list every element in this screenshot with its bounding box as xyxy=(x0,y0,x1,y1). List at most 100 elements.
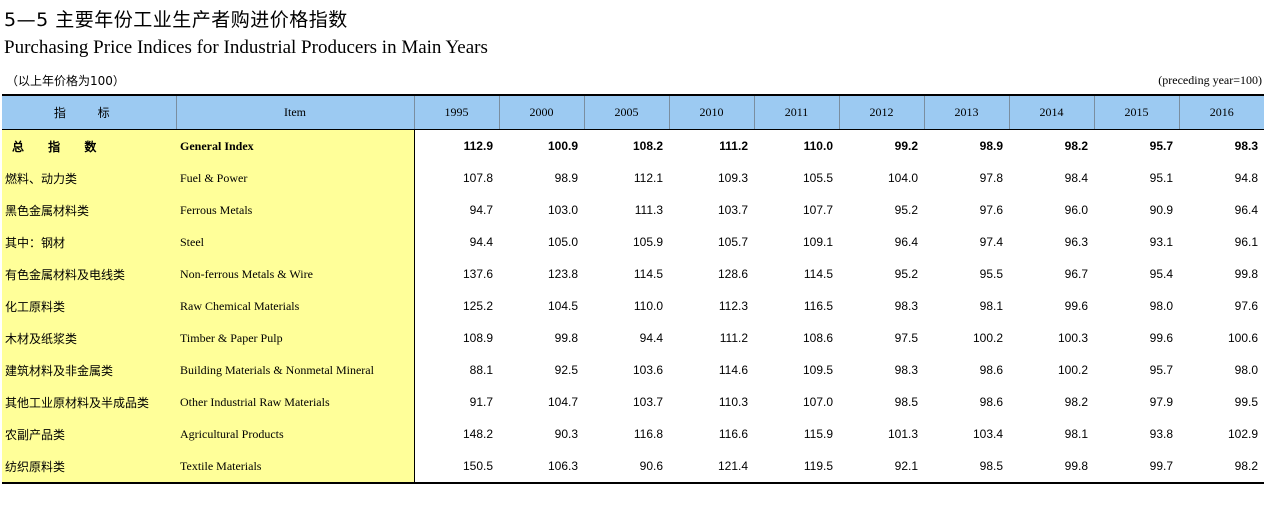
value-cell: 104.5 xyxy=(547,299,578,313)
value-cell: 111.3 xyxy=(634,203,663,217)
value-cell: 103.6 xyxy=(632,363,663,377)
row-label-cn: 木材及纸浆类 xyxy=(2,322,176,354)
value-cell: 100.3 xyxy=(1057,331,1088,345)
header-year: 2011 xyxy=(753,94,839,130)
header-year: 2016 xyxy=(1178,94,1264,130)
value-cell: 97.5 xyxy=(894,331,918,345)
row-label-en: Other Industrial Raw Materials xyxy=(176,386,415,418)
value-cell: 112.3 xyxy=(718,299,748,313)
value-cell: 107.7 xyxy=(802,203,833,217)
value-cell: 128.6 xyxy=(717,267,748,281)
value-cell: 123.8 xyxy=(547,267,578,281)
header-item-en: Item xyxy=(175,94,414,130)
value-cell: 137.6 xyxy=(462,267,493,281)
value-cell: 99.7 xyxy=(1094,450,1179,484)
value-cell: 102.9 xyxy=(1227,427,1258,441)
header-year: 2015 xyxy=(1093,94,1179,130)
row-label-en: Non-ferrous Metals & Wire xyxy=(176,258,415,290)
value-cell: 108.2 xyxy=(632,139,663,153)
value-cell: 101.3 xyxy=(887,427,918,441)
header-year: 2000 xyxy=(498,94,584,130)
table-row: 木材及纸浆类 Timber & Paper Pulp 108.9 99.8 94.4 11… xyxy=(2,322,1264,354)
value-cell: 110.3 xyxy=(718,395,748,409)
value-cell: 98.9 xyxy=(554,171,578,185)
header-year: 1995 xyxy=(413,94,499,130)
value-cell: 109.3 xyxy=(717,171,748,185)
table-row: 总 指 数 General Index 112.9 100.9 108.2 111.2 11… xyxy=(2,129,1264,162)
row-label-cn: 建筑材料及非金属类 xyxy=(2,354,176,386)
value-cell: 92.5 xyxy=(554,363,578,377)
row-label-en: Textile Materials xyxy=(176,450,415,484)
value-cell: 100.9 xyxy=(547,139,578,153)
value-cell: 98.1 xyxy=(1064,427,1088,441)
value-cell: 114.5 xyxy=(633,267,663,281)
table-row: 建筑材料及非金属类 Building Materials & Nonmetal M… xyxy=(2,354,1264,386)
row-label-en: Raw Chemical Materials xyxy=(176,290,415,322)
value-cell: 98.4 xyxy=(1064,171,1088,185)
value-cell: 98.6 xyxy=(979,395,1003,409)
header-year: 2005 xyxy=(583,94,669,130)
value-cell: 90.9 xyxy=(1149,203,1173,217)
row-label-en: Building Materials & Nonmetal Mineral xyxy=(176,354,415,386)
value-cell: 105.0 xyxy=(547,235,578,249)
value-cell: 125.2 xyxy=(462,299,493,313)
row-label-cn: 有色金属材料及电线类 xyxy=(2,258,176,290)
value-cell: 116.8 xyxy=(633,427,663,441)
value-cell: 97.4 xyxy=(979,235,1003,249)
value-cell: 97.9 xyxy=(1149,395,1173,409)
value-cell: 98.3 xyxy=(894,299,918,313)
value-cell: 98.0 xyxy=(1149,299,1173,313)
value-cell: 150.5 xyxy=(414,450,499,484)
value-cell: 95.7 xyxy=(1149,139,1173,153)
row-label-cn: 化工原料类 xyxy=(2,290,176,322)
value-cell: 106.3 xyxy=(499,450,584,484)
unit-note-cn: （以上年价格为100） xyxy=(6,74,125,88)
value-cell: 119.5 xyxy=(754,450,839,484)
value-cell: 99.8 xyxy=(1009,450,1094,484)
value-cell: 95.7 xyxy=(1149,363,1173,377)
table-row: 有色金属材料及电线类 Non-ferrous Metals & Wire 137.6… xyxy=(2,258,1264,290)
table-row: 化工原料类 Raw Chemical Materials 125.2 104.5 110… xyxy=(2,290,1264,322)
value-cell: 111.2 xyxy=(719,331,748,345)
value-cell: 100.6 xyxy=(1227,331,1258,345)
row-label-en: Timber & Paper Pulp xyxy=(176,322,415,354)
header-indicator-cn: 指 标 xyxy=(2,94,176,130)
value-cell: 110.0 xyxy=(803,139,833,153)
row-label-en: Fuel & Power xyxy=(176,162,415,194)
value-cell: 103.7 xyxy=(632,395,663,409)
value-cell: 96.3 xyxy=(1064,235,1088,249)
value-cell: 105.9 xyxy=(632,235,663,249)
value-cell: 114.6 xyxy=(718,363,748,377)
row-label-cn: 燃料、动力类 xyxy=(2,162,176,194)
value-cell: 108.6 xyxy=(802,331,833,345)
unit-note-en: (preceding year=100) xyxy=(1158,73,1262,87)
table-header-row: 指 标 Item 1995 2000 2005 2010 2011 2012 2… xyxy=(2,94,1264,130)
value-cell: 116.6 xyxy=(718,427,748,441)
value-cell: 94.8 xyxy=(1234,171,1258,185)
row-label-en: Steel xyxy=(176,226,415,258)
value-cell: 105.5 xyxy=(802,171,833,185)
value-cell: 107.8 xyxy=(462,171,493,185)
page-title-cn: 5—5 主要年份工业生产者购进价格指数 xyxy=(4,9,348,31)
value-cell: 97.6 xyxy=(979,203,1003,217)
value-cell: 96.7 xyxy=(1064,267,1088,281)
table-row: 燃料、动力类 Fuel & Power 107.8 98.9 112.1 109.3 105… xyxy=(2,162,1264,194)
value-cell: 105.7 xyxy=(717,235,748,249)
row-label-cn: 总 指 数 xyxy=(2,129,176,162)
value-cell: 109.5 xyxy=(802,363,833,377)
row-label-cn: 其他工业原材料及半成品类 xyxy=(2,386,176,418)
price-index-table: 指 标 Item 1995 2000 2005 2010 2011 2012 2… xyxy=(2,94,1264,484)
value-cell: 115.9 xyxy=(803,427,833,441)
value-cell: 90.6 xyxy=(584,450,669,484)
value-cell: 98.2 xyxy=(1179,450,1264,484)
value-cell: 116.5 xyxy=(803,299,833,313)
value-cell: 103.0 xyxy=(547,203,578,217)
value-cell: 112.9 xyxy=(463,139,493,153)
value-cell: 95.4 xyxy=(1149,267,1173,281)
value-cell: 98.2 xyxy=(1064,395,1088,409)
value-cell: 99.6 xyxy=(1064,299,1088,313)
row-label-cn: 纺织原料类 xyxy=(2,450,176,484)
value-cell: 91.7 xyxy=(469,395,493,409)
row-label-en: Ferrous Metals xyxy=(176,194,415,226)
value-cell: 104.7 xyxy=(547,395,578,409)
